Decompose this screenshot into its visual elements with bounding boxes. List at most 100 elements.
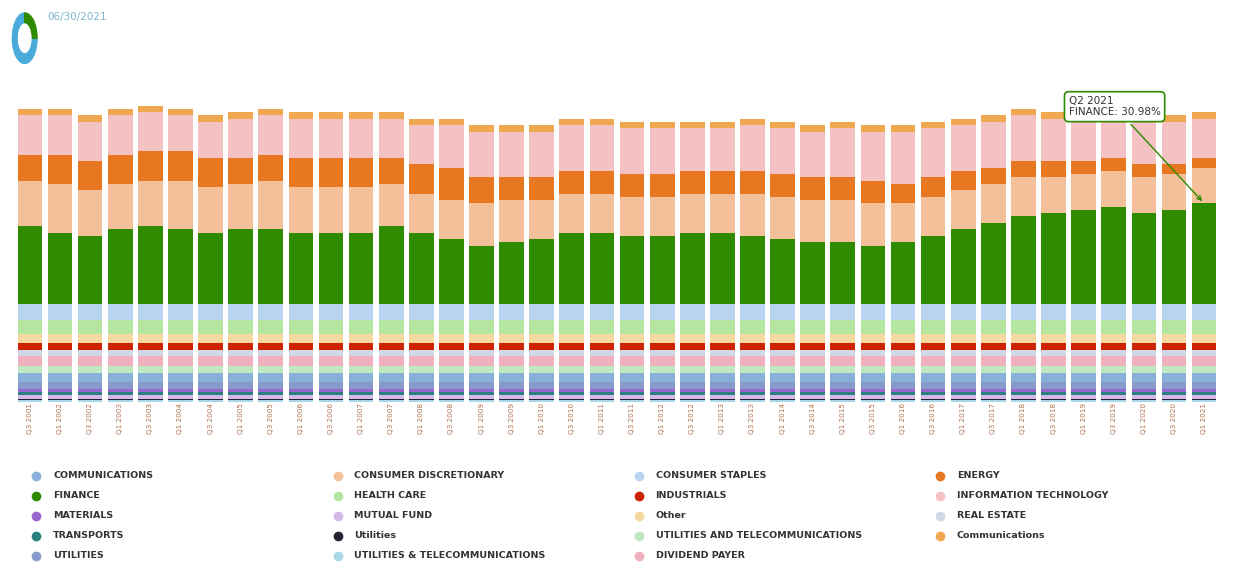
Bar	[107, 392, 132, 395]
Bar	[408, 320, 433, 333]
Bar	[318, 119, 343, 158]
Bar	[107, 366, 132, 372]
Bar	[619, 350, 644, 357]
Bar	[289, 187, 313, 233]
Bar	[289, 357, 313, 366]
Bar	[860, 132, 885, 181]
Bar	[891, 184, 916, 203]
Bar	[650, 122, 675, 128]
Bar	[710, 383, 734, 389]
Bar	[17, 181, 42, 226]
Bar	[469, 395, 494, 398]
Bar	[740, 392, 765, 395]
Bar	[78, 389, 102, 392]
Text: Other: Other	[655, 511, 686, 520]
Bar	[289, 398, 313, 400]
Bar	[860, 357, 885, 366]
Bar	[379, 395, 404, 398]
Bar	[78, 161, 102, 190]
Bar	[1192, 350, 1217, 357]
Bar	[199, 372, 223, 383]
Bar	[830, 333, 855, 343]
Bar	[138, 305, 163, 320]
Bar	[891, 242, 916, 305]
Bar	[168, 400, 193, 402]
Bar	[107, 184, 132, 229]
Bar	[318, 392, 343, 395]
Bar	[138, 357, 163, 366]
Bar	[740, 119, 765, 125]
Bar	[107, 398, 132, 400]
Bar	[860, 181, 885, 203]
Bar	[500, 343, 524, 350]
Bar	[469, 203, 494, 246]
Bar	[1192, 305, 1217, 320]
Bar	[379, 389, 404, 392]
Bar	[500, 333, 524, 343]
Bar	[168, 343, 193, 350]
Bar	[559, 305, 584, 320]
Bar	[1011, 305, 1035, 320]
Bar	[891, 389, 916, 392]
Bar	[1132, 213, 1156, 305]
Bar	[138, 181, 163, 226]
Bar	[1102, 389, 1127, 392]
Bar	[710, 122, 734, 128]
Bar	[289, 383, 313, 389]
Bar	[559, 383, 584, 389]
Bar	[228, 229, 253, 305]
Bar	[500, 392, 524, 395]
Bar	[1071, 320, 1096, 333]
Bar	[981, 398, 1006, 400]
Bar	[199, 383, 223, 389]
Bar	[349, 112, 374, 119]
Bar	[830, 372, 855, 383]
Bar	[48, 366, 73, 372]
Bar	[349, 187, 374, 233]
Bar	[951, 190, 976, 229]
Bar	[559, 343, 584, 350]
Bar	[258, 350, 283, 357]
Bar	[78, 305, 102, 320]
Bar	[1102, 357, 1127, 366]
Bar	[439, 200, 464, 239]
Bar	[1161, 366, 1186, 372]
Bar	[680, 395, 705, 398]
Bar	[318, 158, 343, 187]
Bar	[138, 366, 163, 372]
Bar	[529, 366, 554, 372]
Bar	[228, 357, 253, 366]
Bar	[168, 151, 193, 181]
Bar	[318, 333, 343, 343]
Bar	[650, 350, 675, 357]
Bar	[801, 400, 826, 402]
Bar	[770, 372, 795, 383]
Bar	[168, 333, 193, 343]
Bar	[891, 333, 916, 343]
Bar	[1071, 392, 1096, 395]
Bar	[921, 383, 945, 389]
Bar	[529, 305, 554, 320]
Text: UTILITIES: UTILITIES	[53, 551, 104, 560]
Bar	[469, 125, 494, 132]
Bar	[1102, 305, 1127, 320]
Bar	[379, 119, 404, 158]
Bar	[559, 398, 584, 400]
Bar	[740, 343, 765, 350]
Bar	[78, 366, 102, 372]
Bar	[619, 320, 644, 333]
Bar	[740, 350, 765, 357]
Bar	[770, 320, 795, 333]
Bar	[1041, 400, 1066, 402]
Bar	[710, 128, 734, 171]
Bar	[801, 132, 826, 177]
Bar	[199, 350, 223, 357]
Bar	[500, 132, 524, 177]
Bar	[590, 125, 615, 171]
Bar	[349, 392, 374, 395]
Bar	[740, 372, 765, 383]
Bar	[740, 320, 765, 333]
Bar	[469, 366, 494, 372]
Bar	[17, 343, 42, 350]
Bar	[1192, 398, 1217, 400]
